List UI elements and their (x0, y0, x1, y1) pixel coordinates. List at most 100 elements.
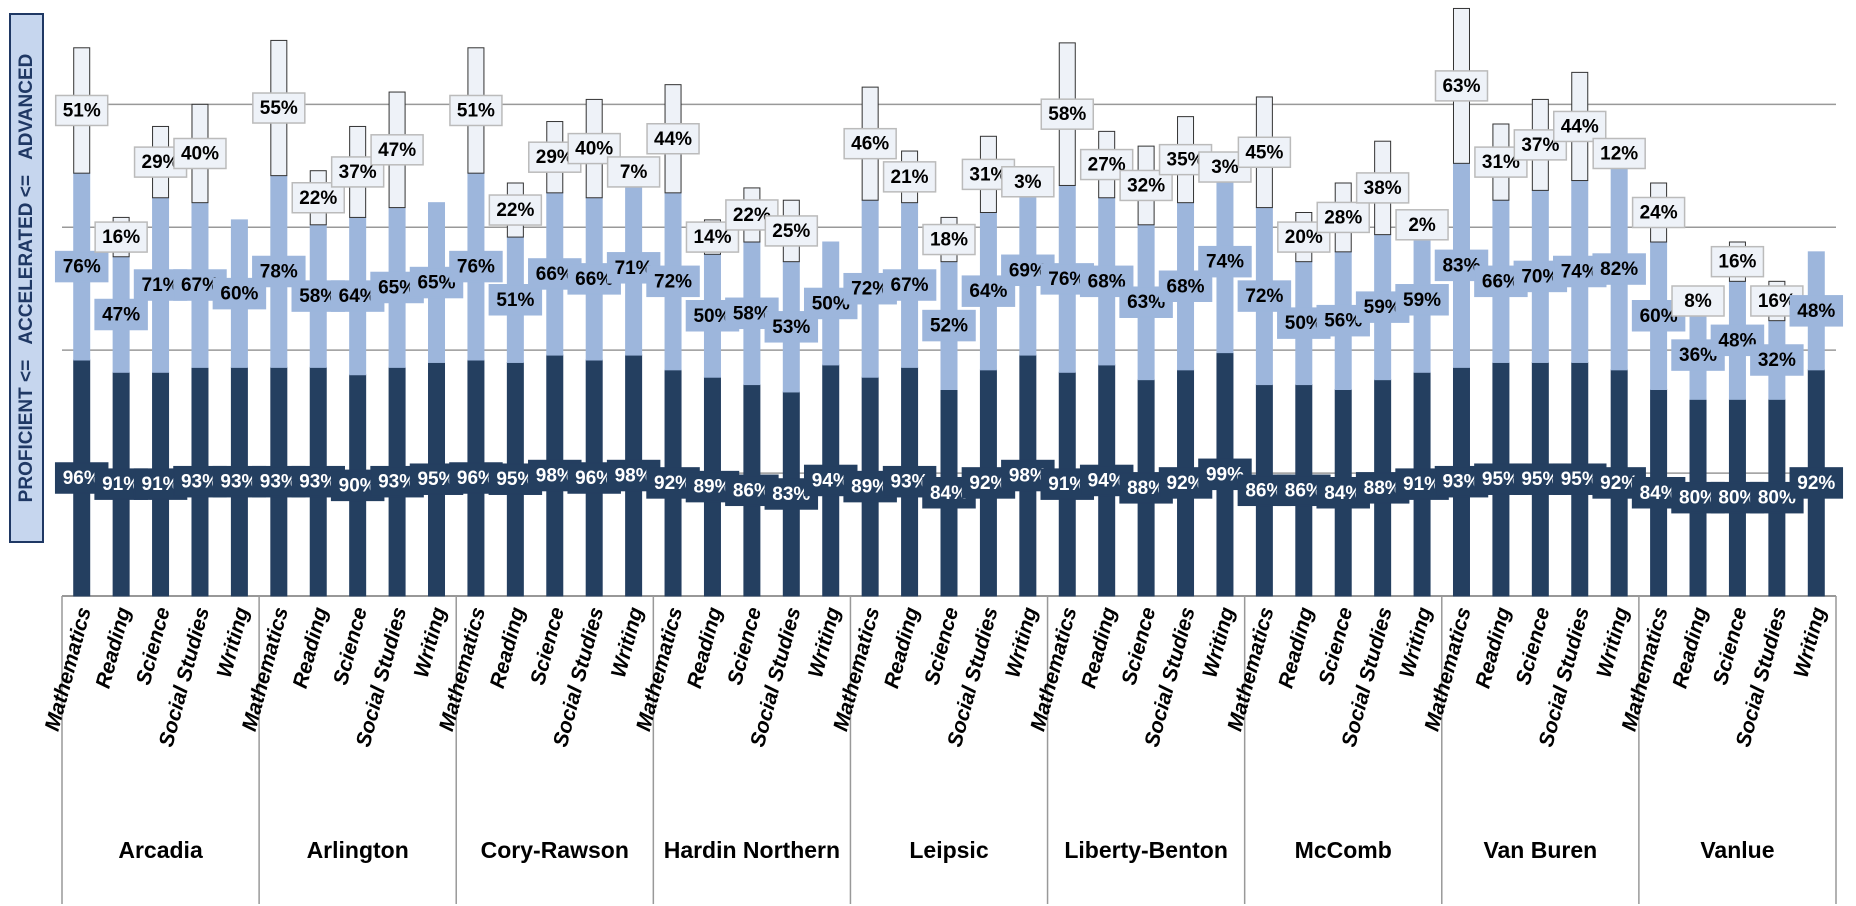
data-label: 92% (1797, 473, 1835, 494)
data-label: 89% (693, 477, 731, 498)
data-label: 40% (575, 139, 613, 160)
x-tick-label: Reading (1471, 605, 1515, 691)
data-label: 84% (1640, 483, 1678, 504)
data-label-box (1434, 70, 1489, 102)
data-label-box (370, 134, 424, 166)
data-label-box (330, 156, 385, 188)
x-tick-label: Reading (683, 605, 727, 691)
x-tick-label: Writing (1198, 605, 1239, 681)
x-tick-label: Science (526, 604, 569, 687)
data-label-box (882, 161, 937, 193)
data-label: 58% (733, 303, 771, 324)
data-label: 95% (496, 469, 534, 490)
data-label-box (922, 309, 976, 342)
y-axis-label-box (9, 13, 44, 543)
data-label: 24% (1640, 203, 1678, 224)
x-tick-label: Writing (804, 605, 845, 681)
data-label: 29% (142, 152, 180, 173)
data-label: 8% (1684, 291, 1712, 312)
data-label: 74% (1561, 262, 1599, 283)
data-label: 22% (733, 205, 771, 226)
data-label-box (54, 94, 109, 127)
data-label-box (1395, 209, 1449, 241)
data-label: 58% (1048, 104, 1086, 125)
data-label: 91% (1403, 474, 1441, 495)
data-label-box (252, 255, 306, 288)
data-label: 67% (181, 275, 219, 296)
data-label: 83% (772, 484, 810, 505)
data-label: 12% (1600, 144, 1638, 165)
x-tick-label: Reading (1274, 605, 1318, 691)
data-label-box (94, 298, 148, 331)
data-label: 96% (63, 468, 101, 489)
data-label: 50% (812, 293, 850, 314)
data-label: 28% (1324, 207, 1362, 228)
data-label: 51% (63, 100, 101, 121)
data-label: 71% (615, 258, 653, 279)
data-label: 80% (1679, 488, 1717, 509)
data-label: 84% (1324, 483, 1362, 504)
group-label: Leipsic (909, 837, 988, 863)
data-label: 90% (339, 475, 377, 496)
data-label: 98% (536, 466, 574, 487)
data-label: 94% (812, 470, 850, 491)
data-label-box (1237, 280, 1292, 312)
x-tick-label: Reading (92, 605, 136, 691)
data-label: 83% (1442, 255, 1480, 276)
data-label-box (1158, 270, 1213, 302)
data-label: 3% (1211, 157, 1239, 178)
data-label: 95% (417, 469, 455, 490)
data-label: 96% (575, 468, 613, 489)
data-label: 95% (1482, 469, 1520, 490)
data-label: 31% (969, 164, 1007, 185)
group-label: Vanlue (1700, 837, 1774, 863)
data-label: 14% (693, 227, 731, 248)
data-label: 16% (102, 227, 140, 248)
data-label: 68% (1167, 276, 1205, 297)
data-label-box (1592, 137, 1646, 170)
data-label: 84% (930, 483, 968, 504)
data-label: 35% (1167, 150, 1205, 171)
data-label: 86% (1285, 480, 1323, 501)
data-label-box (1237, 136, 1292, 169)
x-tick-label: Writing (1395, 605, 1436, 681)
data-label: 21% (891, 167, 929, 188)
data-label: 53% (772, 317, 810, 338)
data-label: 92% (1167, 473, 1205, 494)
data-label-box (291, 182, 345, 214)
data-label-box (843, 127, 897, 160)
x-tick-label: Science (1118, 604, 1161, 687)
data-label: 32% (1758, 350, 1796, 371)
x-tick-label: Writing (1593, 605, 1634, 681)
data-label-box (882, 269, 937, 301)
data-label-box (1553, 110, 1607, 143)
x-tick-label: Writing (607, 605, 648, 681)
data-label: 86% (1245, 480, 1283, 501)
data-label: 25% (772, 221, 810, 242)
data-label: 98% (1009, 466, 1047, 487)
x-tick-label: Writing (410, 605, 451, 681)
data-label: 32% (1127, 175, 1165, 196)
data-label: 16% (1758, 291, 1796, 312)
data-label: 40% (181, 144, 219, 165)
x-tick-label: Writing (213, 605, 254, 681)
data-label: 58% (299, 286, 337, 307)
data-label-box (646, 265, 700, 298)
data-label: 27% (1088, 155, 1126, 176)
data-label-box (1592, 253, 1646, 285)
data-label: 65% (378, 277, 416, 298)
data-label: 91% (102, 474, 140, 495)
data-label: 68% (1088, 271, 1126, 292)
x-tick-label: Reading (1669, 605, 1713, 691)
data-label: 48% (1797, 301, 1835, 322)
data-label: 60% (220, 284, 258, 305)
x-tick-label: Reading (289, 605, 333, 691)
data-label: 37% (339, 162, 377, 183)
data-label: 63% (1127, 292, 1165, 313)
data-label-box (1750, 344, 1804, 376)
data-label: 91% (1048, 474, 1086, 495)
data-label-box (1316, 201, 1370, 234)
data-label: 64% (339, 286, 377, 307)
group-label: Arcadia (118, 837, 203, 863)
data-label: 67% (891, 275, 929, 296)
